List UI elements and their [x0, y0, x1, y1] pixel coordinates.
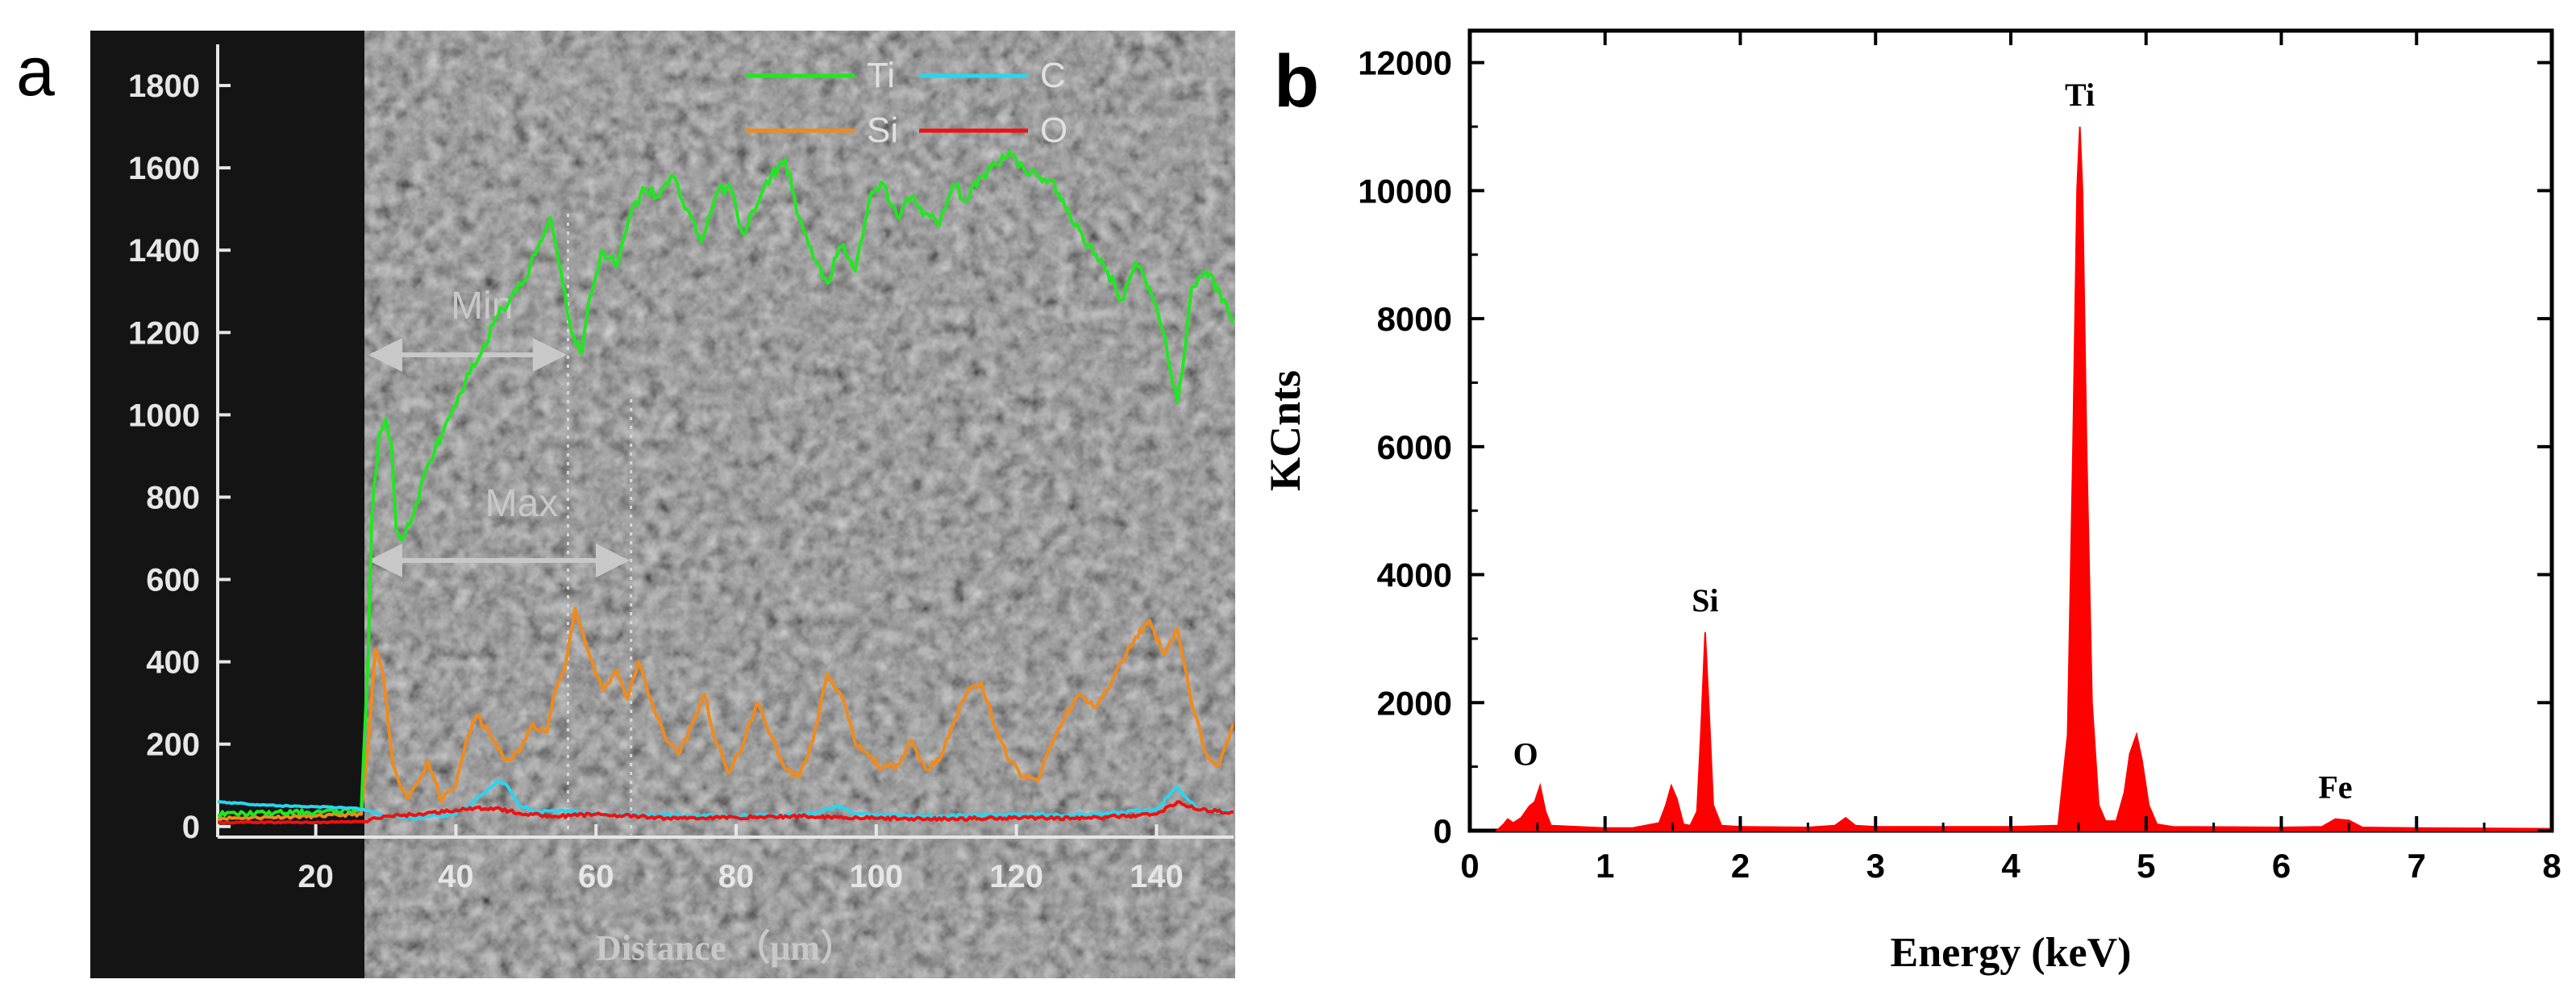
x-tick-label: 20	[298, 859, 334, 894]
legend-ti-label: Ti	[867, 56, 895, 95]
y-tick-label: 0	[1434, 812, 1452, 850]
x-tick-label: 2	[1731, 847, 1750, 885]
x-tick-label: 4	[2001, 847, 2020, 885]
legend-si-label: Si	[867, 110, 898, 150]
series-o-line	[218, 800, 1234, 825]
peak-label-si: Si	[1692, 582, 1718, 619]
x-tick-label: 1	[1596, 847, 1614, 885]
y-tick-label: 10000	[1358, 172, 1452, 210]
y-tick-label: 1200	[128, 315, 200, 351]
panel-a: 0 200 400 600 800 1000 1200 1400 1600 1800 20 40 60 8…	[90, 31, 1235, 978]
y-tick-label: 12000	[1358, 44, 1452, 82]
max-label: Max	[485, 482, 559, 525]
y-tick-label: 6000	[1377, 428, 1452, 466]
legend-a: Ti C Si O	[746, 56, 1067, 150]
x-tick-label: 7	[2407, 847, 2426, 885]
panel-b: 0 2000 4000 6000 8000 10000 12000 0 1 2 3 4 5 6 7 8 Ener…	[1261, 28, 2561, 976]
x-tick-label: 40	[438, 859, 474, 894]
sem-texture	[364, 31, 1235, 978]
y-tick-label: 200	[146, 727, 200, 763]
y-tick-label: 1800	[128, 69, 200, 104]
axes-a: 0 200 400 600 800 1000 1200 1400 1600 1800 20 40 60 8…	[128, 44, 1234, 968]
x-axis-title: Energy (keV)	[1891, 930, 2132, 976]
y-tick-label: 1000	[128, 398, 200, 433]
panel-b-label: b	[1274, 40, 1319, 123]
y-tick-label: 2000	[1377, 684, 1452, 722]
legend-c-label: C	[1040, 56, 1066, 95]
peak-label-o: O	[1513, 736, 1538, 772]
min-label: Min	[451, 285, 513, 327]
legend-o-label: O	[1040, 110, 1067, 150]
x-tick-label: 6	[2272, 847, 2291, 885]
peak-label-ti: Ti	[2065, 77, 2095, 113]
series-ti-line	[218, 149, 1234, 819]
y-tick-label: 1600	[128, 151, 200, 186]
edx-plot-frame	[1467, 28, 2554, 833]
x-tick-label: 120	[989, 859, 1043, 894]
y-tick-label: 1400	[128, 233, 200, 269]
spectrum-area	[1494, 126, 2553, 831]
peak-label-fe: Fe	[2319, 769, 2353, 806]
axes-b: 0 2000 4000 6000 8000 10000 12000 0 1 2 3 4 5 6 7 8 Ener…	[1261, 31, 2561, 976]
x-tick-label: 8	[2542, 847, 2561, 885]
edx-spectrum	[1494, 126, 2553, 831]
y-tick-label: 4000	[1377, 556, 1452, 594]
panel-a-label: a	[16, 33, 55, 110]
y-tick-label: 600	[146, 563, 200, 598]
series-si-line	[218, 606, 1234, 822]
x-tick-label: 100	[849, 859, 903, 894]
x-tick-label: 80	[718, 859, 755, 894]
peak-labels: O Si Ti Fe	[1513, 77, 2353, 806]
y-tick-label: 800	[146, 480, 200, 515]
x-axis-title: Distance （μm）	[596, 928, 855, 968]
x-tick-label: 140	[1130, 859, 1184, 894]
y-tick-label: 8000	[1377, 300, 1452, 338]
linescan-series	[218, 149, 1234, 825]
y-tick-label: 400	[146, 645, 200, 681]
y-axis-title: KCnts	[1261, 370, 1309, 491]
x-tick-label: 5	[2137, 847, 2155, 885]
annotations-a: Min Max	[368, 214, 633, 835]
y-tick-label: 0	[182, 810, 200, 845]
x-tick-label: 60	[578, 859, 614, 894]
x-tick-label: 3	[1866, 847, 1885, 885]
x-tick-label: 0	[1460, 847, 1479, 885]
